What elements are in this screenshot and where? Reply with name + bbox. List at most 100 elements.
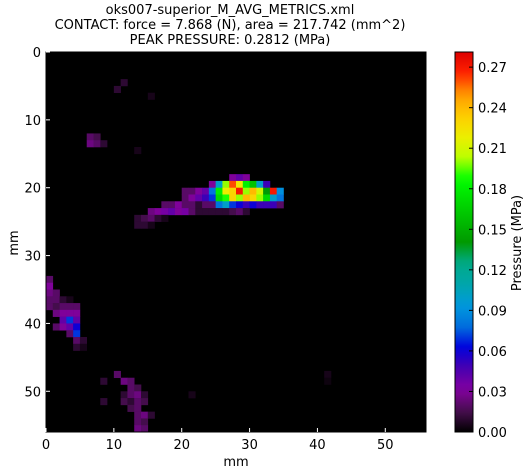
heatmap-cell — [269, 194, 278, 202]
heatmap-cell — [66, 323, 74, 331]
heatmap-cell — [215, 187, 223, 195]
heatmap-cell — [134, 425, 142, 433]
heatmap-cell — [276, 187, 284, 195]
heatmap-cell — [73, 343, 81, 351]
heatmap-cell — [242, 194, 250, 202]
heatmap-cell — [242, 208, 250, 216]
heatmap-cell — [174, 208, 183, 216]
heatmap-cell — [161, 214, 169, 222]
heatmap-cell — [202, 194, 210, 202]
y-tick-label: 50 — [24, 385, 41, 400]
heatmap-cell — [161, 208, 169, 216]
x-tick-label: 50 — [377, 438, 394, 453]
heatmap-cell — [79, 343, 88, 351]
heatmap-cell — [208, 187, 216, 195]
heatmap-cell — [161, 201, 169, 209]
heatmap-cell — [202, 208, 210, 216]
heatmap-cell — [195, 201, 203, 209]
heatmap-cell — [147, 411, 155, 419]
x-tick-label: 30 — [241, 438, 258, 453]
y-axis-label: mm — [7, 230, 22, 255]
heatmap-cell — [249, 187, 257, 195]
heatmap-cell — [100, 377, 108, 385]
heatmap-cell — [229, 180, 237, 189]
heatmap-cell — [215, 180, 223, 189]
heatmap-cell — [52, 303, 60, 311]
heatmap-cell — [134, 221, 142, 229]
heatmap-cell — [195, 187, 203, 195]
heatmap-cell — [276, 201, 284, 209]
heatmap-cell — [236, 201, 244, 209]
heatmap-cell — [120, 377, 128, 385]
heatmap-cell — [249, 194, 257, 202]
heatmap-cell — [208, 194, 216, 202]
heatmap-cell — [236, 187, 244, 195]
heatmap-cell — [147, 92, 155, 100]
heatmap-cell — [79, 337, 88, 345]
heatmap-cell — [147, 221, 155, 229]
heatmap-cell — [59, 323, 67, 331]
heatmap-cell — [100, 398, 108, 406]
heatmap-cell — [59, 309, 67, 317]
heatmap-cell — [263, 201, 271, 209]
heatmap-cell — [236, 180, 244, 189]
heatmap-cell — [202, 201, 210, 209]
heatmap-cell — [141, 411, 149, 419]
heatmap-cell — [93, 133, 101, 141]
heatmap-cell — [222, 208, 230, 216]
heatmap-cell — [52, 309, 60, 317]
heatmap-cell — [229, 208, 237, 216]
y-tick-label: 10 — [24, 114, 41, 129]
heatmap-cell — [141, 221, 149, 229]
heatmap-cell — [154, 214, 162, 222]
plot-frame — [45, 51, 427, 433]
heatmap-cell — [46, 303, 54, 311]
heatmap-cell — [208, 180, 216, 189]
heatmap-cell — [46, 282, 54, 290]
heatmap-cell — [141, 398, 149, 406]
y-tick-label: 30 — [24, 250, 41, 265]
heatmap-cell — [134, 418, 142, 426]
heatmap-cell — [134, 214, 142, 222]
heatmap-cell — [73, 303, 81, 311]
heatmap-cell — [256, 180, 264, 189]
heatmap-cell — [134, 147, 142, 155]
heatmap-cell — [249, 201, 257, 209]
colorbar-tick-label: 0.15 — [478, 223, 507, 238]
heatmap-cell — [208, 201, 216, 209]
heatmap-cell — [59, 303, 67, 311]
colorbar-tick-label: 0.18 — [478, 183, 507, 198]
heatmap-cell — [86, 133, 94, 141]
heatmap-cell — [113, 370, 121, 379]
colorbar-tick-label: 0.21 — [478, 142, 507, 157]
heatmap-cell — [147, 208, 155, 216]
heatmap-cell — [181, 201, 189, 209]
heatmap-cell — [263, 187, 271, 195]
heatmap-cell — [222, 201, 230, 209]
heatmap-cell — [73, 316, 81, 324]
heatmap-cell — [202, 187, 210, 195]
heatmap-cell — [242, 180, 250, 189]
heatmap-cell — [46, 275, 54, 284]
heatmap-cell — [127, 404, 135, 412]
heatmap-cell — [52, 296, 60, 304]
heatmap-cell — [324, 377, 332, 385]
heatmap-cell — [215, 194, 223, 202]
plot-background — [46, 52, 426, 432]
colorbar-tick-label: 0.27 — [478, 61, 507, 76]
heatmap-cell — [188, 187, 196, 195]
heatmap-cell — [46, 296, 54, 304]
y-tick-label: 40 — [24, 317, 41, 332]
y-tick-label: 0 — [33, 46, 41, 61]
heatmap-cell — [134, 391, 142, 399]
heatmap-cell — [276, 194, 284, 202]
heatmap-cell — [236, 174, 244, 182]
heatmap-cell — [141, 214, 149, 222]
heatmap-cell — [236, 208, 244, 216]
x-tick-label: 10 — [106, 438, 123, 453]
heatmap-cell — [229, 174, 237, 182]
x-tick-label: 40 — [309, 438, 326, 453]
heatmap-cell — [242, 187, 250, 195]
colorbar-tick-label: 0.12 — [478, 264, 507, 279]
